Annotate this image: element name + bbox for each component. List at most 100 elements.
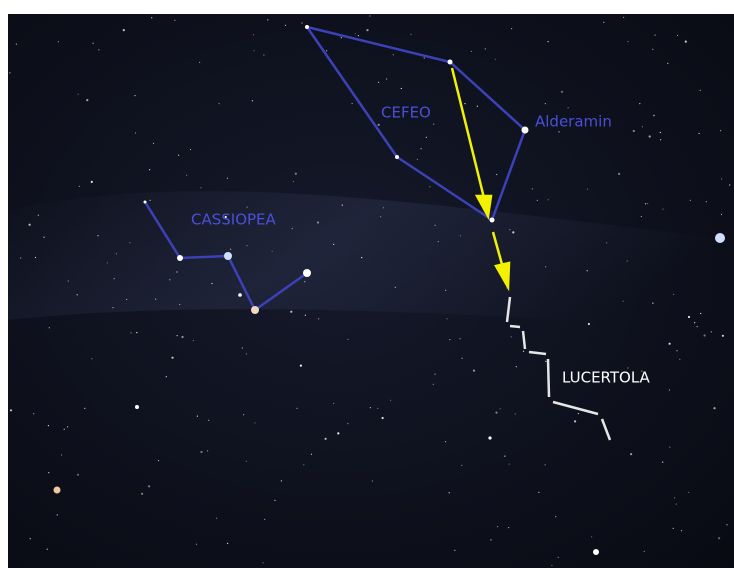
star [606, 242, 608, 244]
star [674, 497, 676, 499]
star [377, 407, 379, 409]
star [512, 231, 515, 234]
constellation-label: LUCERTOLA [562, 369, 651, 387]
star [76, 294, 78, 296]
star [464, 103, 466, 105]
star [639, 103, 641, 105]
star [687, 315, 691, 319]
star [652, 302, 654, 304]
star [626, 260, 628, 262]
star [380, 216, 382, 218]
star [511, 28, 513, 30]
star [48, 472, 50, 474]
star [538, 491, 540, 493]
star [700, 312, 702, 315]
star [333, 402, 335, 404]
star [56, 514, 58, 516]
star [720, 213, 723, 216]
star [377, 123, 380, 126]
star [587, 322, 591, 326]
star [444, 441, 447, 443]
star [627, 41, 629, 43]
star [544, 103, 547, 105]
star [630, 453, 633, 456]
star [176, 335, 178, 337]
star [189, 148, 192, 151]
star [253, 50, 255, 52]
star [510, 336, 512, 338]
star [245, 353, 247, 355]
star [57, 41, 60, 43]
star [669, 446, 671, 448]
star [660, 139, 662, 141]
star [43, 236, 45, 238]
star [178, 154, 180, 156]
star [536, 199, 538, 201]
star [445, 289, 447, 291]
star [171, 356, 174, 359]
star [432, 383, 434, 385]
star [15, 43, 17, 45]
star [251, 100, 253, 102]
star [622, 300, 624, 302]
star [106, 262, 108, 264]
star [115, 253, 117, 255]
star [37, 214, 39, 216]
star [67, 280, 69, 282]
star [165, 376, 167, 378]
star [454, 549, 456, 551]
star [545, 360, 547, 362]
star [292, 180, 294, 183]
star [28, 223, 31, 226]
star [274, 499, 276, 501]
star [263, 54, 265, 56]
star [176, 271, 178, 273]
star [434, 373, 436, 375]
star [226, 177, 228, 179]
star [720, 130, 722, 132]
star [299, 364, 302, 367]
star [632, 129, 635, 133]
star [623, 16, 625, 18]
star [262, 562, 264, 564]
star [84, 407, 86, 409]
star [675, 503, 677, 505]
star [627, 367, 629, 369]
star [369, 407, 371, 409]
star [60, 454, 63, 456]
star [437, 241, 439, 243]
star [310, 453, 313, 455]
star [490, 539, 492, 541]
star [557, 556, 559, 559]
star [680, 530, 683, 532]
star [34, 256, 37, 259]
star [499, 408, 501, 410]
star [472, 369, 476, 372]
star [545, 266, 547, 268]
star [208, 419, 210, 421]
star [241, 347, 243, 349]
star [382, 207, 384, 209]
star [48, 327, 50, 329]
star [694, 322, 696, 324]
star [337, 432, 340, 435]
star [574, 420, 577, 423]
star-field [9, 15, 731, 567]
star [196, 415, 198, 417]
star [245, 460, 247, 462]
star [157, 460, 160, 462]
star [645, 203, 647, 205]
star [97, 235, 99, 237]
star [688, 491, 690, 494]
star [243, 414, 245, 416]
star [169, 279, 171, 281]
star [429, 186, 431, 188]
star [46, 548, 48, 550]
star [149, 169, 151, 171]
star [347, 338, 349, 341]
star [425, 136, 427, 138]
star [470, 50, 472, 53]
star [547, 199, 549, 201]
star [90, 180, 93, 183]
